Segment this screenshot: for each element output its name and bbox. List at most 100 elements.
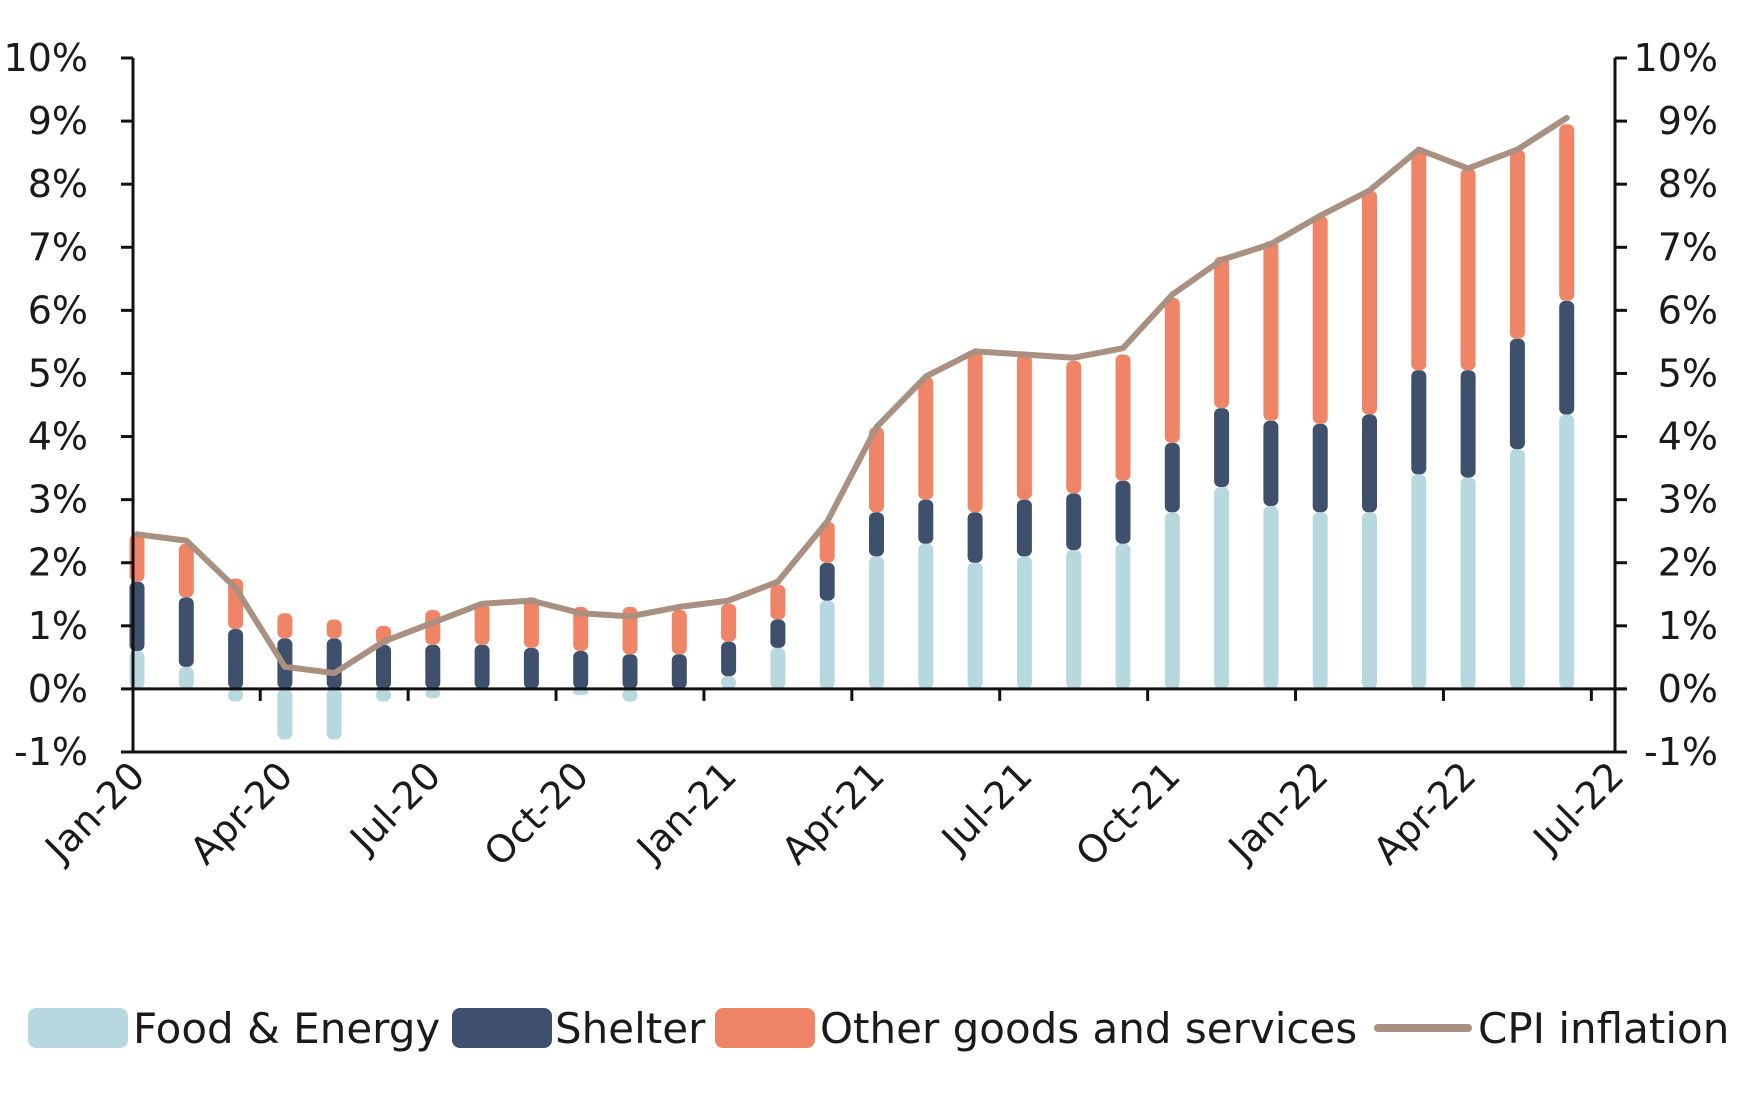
point-cpi-Jun-20 bbox=[381, 639, 386, 644]
legend-swatch-shelter bbox=[452, 1008, 552, 1048]
point-cpi-Jul-20 bbox=[430, 620, 435, 625]
y-tick-label-left: -1% bbox=[14, 730, 88, 774]
bar-food-energy-Nov-21 bbox=[1214, 487, 1230, 689]
bar-other-goods-and-services-Feb-21 bbox=[770, 584, 786, 620]
point-cpi-Dec-20 bbox=[677, 604, 682, 609]
bar-other-goods-and-services-May-21 bbox=[918, 376, 934, 500]
bar-other-goods-and-services-Mar-21 bbox=[819, 521, 835, 563]
point-cpi-May-20 bbox=[332, 671, 337, 676]
y-tick-label-left: 9% bbox=[28, 99, 88, 143]
point-cpi-Sep-20 bbox=[529, 598, 534, 603]
point-cpi-Apr-22 bbox=[1466, 166, 1471, 171]
bar-other-goods-and-services-Nov-21 bbox=[1214, 256, 1230, 409]
bar-other-goods-and-services-Oct-21 bbox=[1164, 297, 1180, 443]
bar-food-energy-Apr-22 bbox=[1460, 477, 1476, 689]
bar-shelter-Jul-20 bbox=[425, 644, 441, 689]
bar-food-energy-Dec-21 bbox=[1263, 505, 1279, 689]
bar-other-goods-and-services-Sep-20 bbox=[523, 597, 539, 648]
point-cpi-Sep-21 bbox=[1121, 346, 1125, 351]
bar-food-energy-Jan-21 bbox=[721, 676, 737, 689]
point-cpi-Dec-21 bbox=[1268, 242, 1273, 247]
bar-shelter-Oct-20 bbox=[573, 651, 589, 689]
bar-other-goods-and-services-Jun-21 bbox=[967, 351, 983, 513]
y-tick-label-right: -1% bbox=[1644, 730, 1718, 774]
y-tick-label-left: 4% bbox=[28, 415, 88, 459]
bar-shelter-Feb-22 bbox=[1362, 414, 1377, 513]
bar-shelter-Oct-21 bbox=[1164, 442, 1180, 513]
y-tick-label-right: 1% bbox=[1658, 604, 1718, 648]
legend-swatch-food-energy bbox=[28, 1008, 128, 1048]
bar-shelter-Dec-21 bbox=[1263, 420, 1279, 506]
bar-food-energy-Nov-20 bbox=[622, 688, 638, 702]
legend-label-cpi-inflation: CPI inflation bbox=[1478, 1004, 1729, 1053]
y-tick-label-right: 6% bbox=[1658, 288, 1718, 332]
point-cpi-Mar-21 bbox=[825, 519, 830, 524]
bar-other-goods-and-services-Jan-22 bbox=[1312, 215, 1328, 424]
bar-food-energy-May-21 bbox=[918, 543, 934, 689]
bar-shelter-Apr-21 bbox=[869, 512, 884, 557]
point-cpi-Oct-20 bbox=[578, 611, 583, 616]
point-cpi-May-22 bbox=[1515, 147, 1520, 152]
bar-food-energy-Oct-21 bbox=[1164, 512, 1180, 689]
bar-other-goods-and-services-Jan-21 bbox=[721, 603, 737, 642]
point-cpi-Apr-20 bbox=[282, 664, 287, 669]
point-cpi-Jun-21 bbox=[973, 349, 978, 354]
series-line-cpi-inflation bbox=[134, 114, 1570, 677]
x-tick-label: Apr-20 bbox=[181, 753, 301, 873]
line-layer bbox=[134, 114, 1570, 677]
x-tick-label: Oct-21 bbox=[1067, 753, 1188, 874]
legend-label-food-energy: Food & Energy bbox=[133, 1004, 440, 1053]
bar-food-energy-Sep-21 bbox=[1115, 543, 1131, 689]
legend-label-other-goods-and-services: Other goods and services bbox=[820, 1004, 1357, 1053]
y-tick-label-right: 9% bbox=[1658, 99, 1718, 143]
bar-other-goods-and-services-Apr-21 bbox=[869, 427, 884, 513]
y-tick-label-right: 10% bbox=[1634, 36, 1718, 80]
bar-other-goods-and-services-Feb-22 bbox=[1362, 190, 1377, 415]
bar-shelter-Aug-20 bbox=[474, 644, 490, 689]
bar-shelter-Mar-20 bbox=[228, 628, 244, 689]
bar-other-goods-and-services-Jul-21 bbox=[1016, 354, 1032, 500]
bar-other-goods-and-services-May-20 bbox=[326, 619, 342, 639]
y-tick-label-left: 0% bbox=[28, 667, 88, 711]
point-cpi-Jan-21 bbox=[726, 598, 731, 603]
bar-food-energy-Apr-20 bbox=[277, 688, 293, 740]
bar-shelter-Sep-21 bbox=[1115, 480, 1131, 544]
y-tick-label-right: 7% bbox=[1658, 225, 1718, 269]
bar-shelter-Feb-21 bbox=[770, 619, 786, 648]
bar-other-goods-and-services-Apr-22 bbox=[1460, 168, 1476, 371]
y-tick-label-left: 8% bbox=[28, 162, 88, 206]
axes-layer bbox=[121, 56, 1627, 754]
bar-shelter-Apr-22 bbox=[1460, 370, 1476, 478]
legend-label-shelter: Shelter bbox=[555, 1004, 706, 1053]
point-cpi-Mar-20 bbox=[233, 585, 238, 590]
point-cpi-Apr-21 bbox=[874, 425, 879, 430]
legend-swatch-other-goods-and-services bbox=[715, 1008, 815, 1048]
bar-food-energy-Oct-20 bbox=[573, 688, 589, 696]
y-tick-label-right: 2% bbox=[1658, 541, 1718, 585]
point-cpi-Nov-21 bbox=[1219, 257, 1224, 262]
bar-other-goods-and-services-Aug-21 bbox=[1066, 360, 1082, 494]
x-tick-label: Jul-21 bbox=[932, 753, 1041, 862]
bar-food-energy-May-20 bbox=[326, 688, 342, 740]
bar-other-goods-and-services-Dec-20 bbox=[671, 610, 687, 655]
y-tick-label-left: 2% bbox=[28, 541, 88, 585]
bar-shelter-Nov-21 bbox=[1214, 408, 1230, 488]
bar-food-energy-Apr-21 bbox=[869, 556, 884, 689]
bar-other-goods-and-services-Oct-20 bbox=[573, 606, 589, 652]
bar-shelter-Jun-20 bbox=[376, 644, 391, 689]
y-tick-label-left: 5% bbox=[28, 351, 88, 395]
legend: Food & Energy Shelter Other goods and serv… bbox=[28, 1004, 1729, 1053]
x-tick-label: Jan-22 bbox=[1219, 753, 1337, 871]
bar-other-goods-and-services-Aug-20 bbox=[474, 603, 490, 645]
y-tick-label-left: 10% bbox=[4, 36, 88, 80]
bar-food-energy-Mar-21 bbox=[819, 600, 835, 689]
bar-food-energy-Jun-21 bbox=[967, 562, 983, 689]
y-tick-label-left: 7% bbox=[28, 225, 88, 269]
bar-shelter-Aug-21 bbox=[1066, 493, 1082, 551]
y-tick-label-left: 3% bbox=[28, 478, 88, 522]
bar-food-energy-Feb-22 bbox=[1362, 512, 1377, 689]
bar-food-energy-Mar-20 bbox=[228, 688, 244, 702]
bar-food-energy-May-22 bbox=[1509, 449, 1525, 689]
